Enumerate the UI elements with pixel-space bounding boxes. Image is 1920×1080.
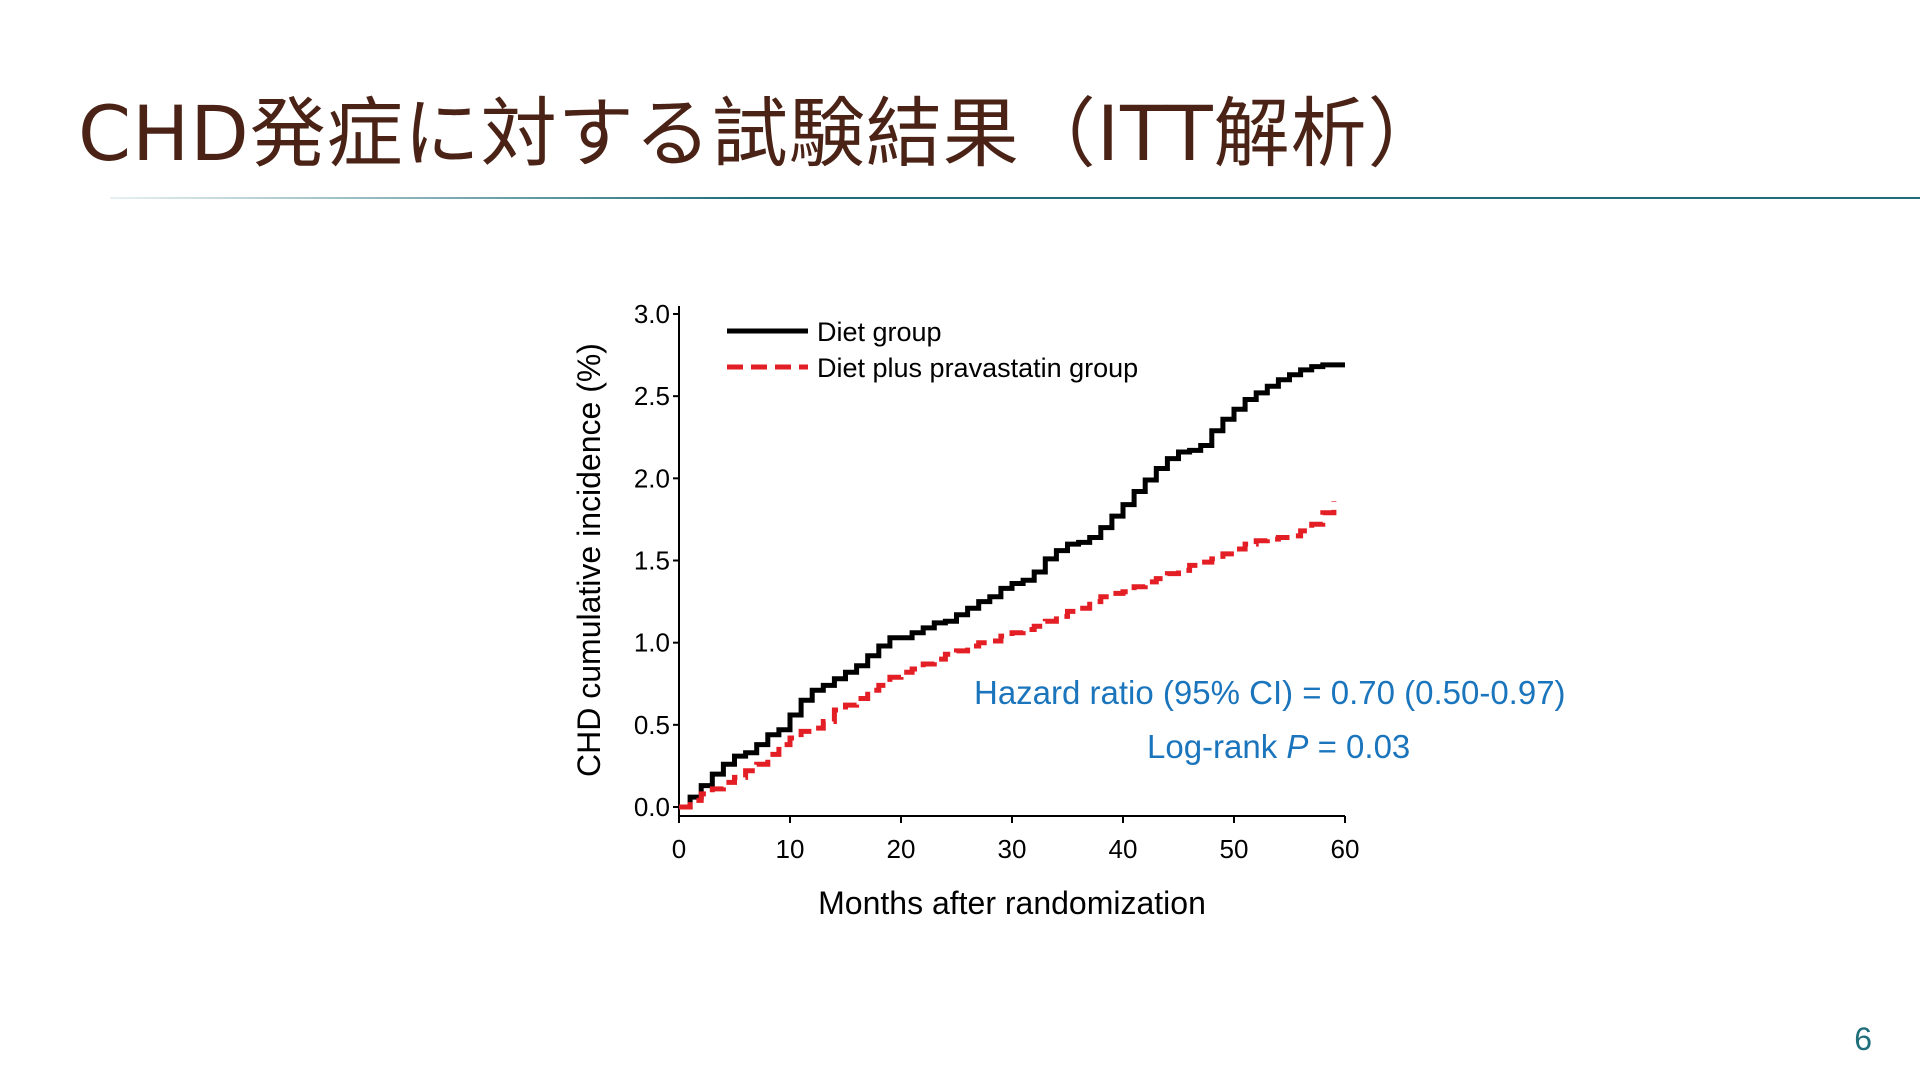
log-rank-prefix: Log-rank	[1147, 728, 1286, 765]
title-divider	[110, 197, 1920, 199]
series-group	[679, 362, 1345, 810]
x-axis-title: Months after randomization	[818, 885, 1206, 921]
y-tick-label: 2.5	[634, 381, 670, 411]
x-tick-label: 20	[887, 834, 916, 864]
slide-title: CHD発症に対する試験結果（ITT解析）	[78, 89, 1445, 178]
series-line-diet	[679, 362, 1345, 810]
y-tick-label: 1.0	[634, 628, 670, 658]
x-tick-group: 0 10 20 30 40 50 60	[672, 816, 1360, 864]
log-rank-annotation: Log-rank P = 0.03	[1147, 728, 1410, 765]
hazard-ratio-annotation: Hazard ratio (95% CI) = 0.70 (0.50-0.97)	[974, 674, 1566, 711]
y-tick-label: 3.0	[634, 299, 670, 329]
x-tick-label: 50	[1220, 834, 1249, 864]
legend: Diet group Diet plus pravastatin group	[727, 317, 1138, 383]
y-tick-label: 0.0	[634, 792, 670, 822]
x-tick-label: 10	[776, 834, 805, 864]
x-tick-label: 0	[672, 834, 686, 864]
legend-label-diet: Diet group	[817, 317, 942, 347]
series-line-pravastatin	[679, 501, 1337, 810]
x-tick-label: 60	[1331, 834, 1360, 864]
y-tick-label: 2.0	[634, 463, 670, 493]
y-tick-label: 1.5	[634, 546, 670, 576]
x-tick-label: 40	[1109, 834, 1138, 864]
y-tick-label: 0.5	[634, 710, 670, 740]
y-axis: 0.0 0.5 1.0 1.5 2.0 2.5 3.0	[634, 299, 680, 822]
x-axis: 0 10 20 30 40 50 60	[672, 815, 1360, 864]
legend-label-pravastatin: Diet plus pravastatin group	[817, 353, 1138, 383]
y-tick-group: 0.0 0.5 1.0 1.5 2.0 2.5 3.0	[634, 299, 679, 822]
y-axis-title: CHD cumulative incidence (%)	[571, 343, 607, 777]
log-rank-p-symbol: P	[1286, 728, 1308, 765]
x-tick-label: 30	[998, 834, 1027, 864]
log-rank-value: = 0.03	[1308, 728, 1410, 765]
page-number: 6	[1854, 1021, 1872, 1057]
